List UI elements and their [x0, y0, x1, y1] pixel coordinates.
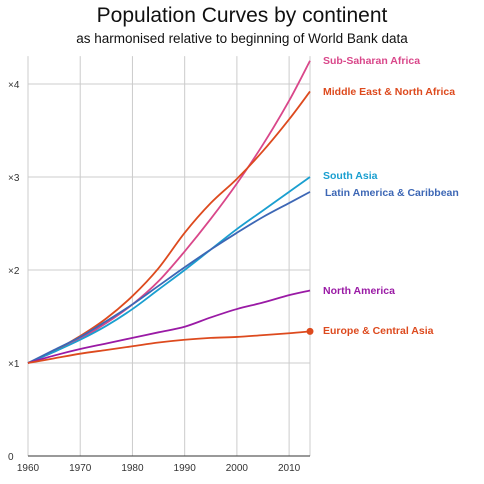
- series-label-latin-america-caribbean: Latin America & Caribbean: [325, 187, 459, 199]
- series-line-latin-america-caribbean: [27, 191, 311, 364]
- axes: 1960 1970 1980 1990 2000 2010 0 ×1 ×2 ×3 ×4: [8, 80, 301, 474]
- series-lines: [27, 60, 314, 364]
- series-line-sub-saharan-africa: [27, 60, 311, 364]
- series-line-south-asia: [27, 176, 311, 364]
- y-tick-label: ×3: [8, 173, 20, 184]
- y-tick-label: ×4: [8, 80, 20, 91]
- x-tick-label: 2010: [278, 463, 301, 474]
- series-label-europe-central-asia: Europe & Central Asia: [323, 325, 434, 337]
- chart-subtitle: as harmonised relative to beginning of W…: [76, 31, 408, 46]
- series-labels: Sub-Saharan Africa Middle East & North Af…: [323, 55, 459, 337]
- grid: [27, 56, 311, 457]
- y-tick-label: 0: [8, 452, 14, 463]
- chart-title: Population Curves by continent: [96, 4, 388, 27]
- series-line-middle-east-north-africa: [27, 90, 311, 364]
- series-line-north-america: [27, 289, 311, 364]
- x-tick-label: 1990: [174, 463, 197, 474]
- series-end-marker: [306, 327, 314, 335]
- series-line-europe-central-asia: [27, 330, 311, 364]
- y-tick-label: ×1: [8, 359, 20, 370]
- x-tick-label: 2000: [226, 463, 249, 474]
- series-label-north-america: North America: [323, 285, 395, 297]
- series-label-middle-east-north-africa: Middle East & North Africa: [323, 86, 455, 98]
- x-tick-label: 1970: [69, 463, 92, 474]
- series-label-sub-saharan-africa: Sub-Saharan Africa: [323, 55, 420, 67]
- series-label-south-asia: South Asia: [323, 170, 378, 182]
- x-tick-label: 1960: [17, 463, 40, 474]
- x-tick-label: 1980: [121, 463, 144, 474]
- y-tick-label: ×2: [8, 266, 20, 277]
